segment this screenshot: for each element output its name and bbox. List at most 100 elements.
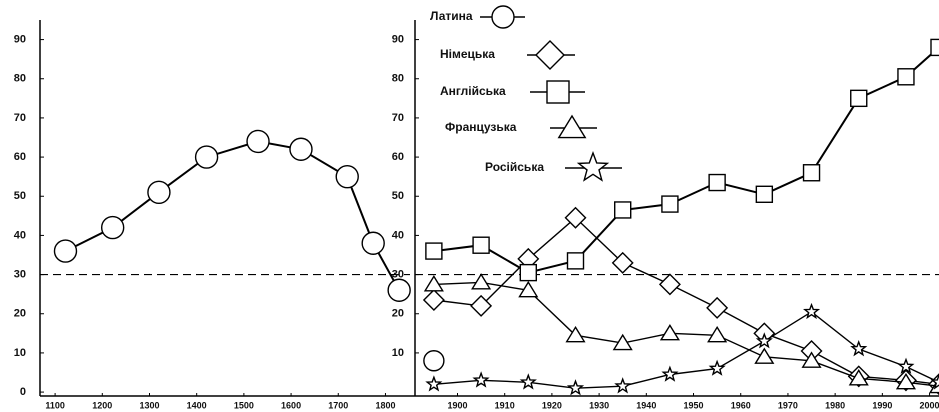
y-tick-label: 60 [392,151,404,163]
marker [472,371,490,388]
y-tick-label: 40 [14,229,26,241]
marker [658,273,681,296]
series-line [433,310,939,389]
marker [387,278,411,302]
y-tick-label: 70 [392,112,404,124]
series-line [433,281,939,387]
y-tick-label: 90 [14,33,26,45]
marker [289,137,313,161]
x-tick-label: 1950 [684,400,704,410]
marker [423,275,444,292]
marker [518,280,539,298]
marker [246,129,270,154]
marker [566,252,585,270]
marker [564,206,587,229]
y-tick-label: 10 [392,347,404,359]
x-tick-label: 1100 [45,400,65,410]
x-tick-label: 1960 [731,400,751,410]
marker [546,80,570,104]
marker [53,239,78,263]
y-tick-label: 10 [14,347,26,359]
x-tick-label: 1700 [328,400,348,410]
marker [519,263,537,282]
x-tick-label: 2000 [920,400,939,410]
y-tick-label: 20 [392,308,404,320]
x-tick-label: 1970 [778,400,798,410]
marker [707,325,728,343]
x-tick-label: 1900 [447,400,467,410]
y-tick-label: 50 [14,190,26,202]
marker [897,68,915,86]
x-tick-label: 1300 [139,400,159,410]
marker [423,350,445,372]
y-tick-label: 20 [14,308,26,320]
marker [930,38,939,57]
marker [755,332,773,349]
marker [708,173,726,192]
marker [928,376,939,394]
marker [565,325,586,343]
series-line [65,140,400,291]
marker [422,289,445,312]
marker [801,351,822,368]
marker [802,164,821,182]
marker [519,373,537,390]
marker [491,5,515,29]
legend-label: Французька [445,120,517,134]
marker [848,369,869,386]
marker [611,251,634,274]
marker [708,359,726,376]
x-tick-label: 1920 [542,400,562,410]
marker [100,215,125,240]
marker [661,365,679,382]
marker [803,302,821,320]
marker [661,195,679,213]
legend-label: Німецька [440,47,495,61]
x-tick-label: 1910 [495,400,515,410]
y-tick-label: 80 [392,73,404,85]
marker [850,89,868,108]
marker [614,201,632,219]
legend-label: Латина [430,9,473,23]
marker [425,375,443,392]
marker [425,242,443,260]
y-tick-label: 90 [392,33,404,45]
marker [535,40,565,70]
marker [576,151,610,182]
marker [754,347,775,364]
marker [755,185,774,203]
x-tick-label: 1990 [872,400,892,410]
marker [897,357,915,374]
marker [706,296,729,319]
y-tick-label: 30 [14,268,26,280]
marker [930,373,939,390]
legend-label: Російська [485,160,544,174]
marker [895,372,917,390]
y-tick-label: 40 [392,229,404,241]
marker [147,180,171,205]
marker [335,164,359,189]
x-tick-label: 1980 [825,400,845,410]
marker [850,340,868,357]
x-tick-label: 1930 [589,400,609,410]
y-tick-label: 30 [392,268,404,280]
marker [470,294,493,317]
marker [557,114,587,139]
y-tick-label: 50 [392,190,404,202]
x-tick-label: 1400 [187,400,207,410]
legend-label: Англійська [440,84,506,98]
marker [659,323,680,341]
y-tick-label: 70 [14,112,26,124]
x-tick-label: 1800 [375,400,395,410]
marker [614,377,632,394]
y-tick-label: 60 [14,151,26,163]
x-tick-label: 1500 [234,400,254,410]
x-tick-label: 1940 [636,400,656,410]
series-line [433,216,939,385]
marker [194,145,219,169]
marker [612,333,633,351]
marker [472,236,490,254]
marker [471,273,492,290]
x-tick-label: 1200 [92,400,112,410]
